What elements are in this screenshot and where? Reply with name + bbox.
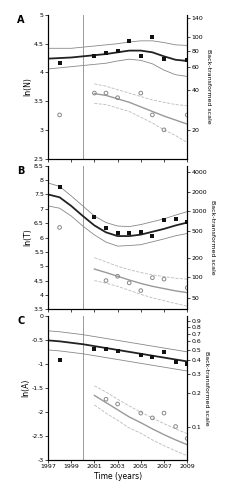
Point [174, 358, 178, 366]
Point [185, 111, 189, 119]
Point [139, 286, 143, 294]
Point [116, 229, 120, 237]
Point [116, 46, 120, 54]
Point [162, 126, 166, 134]
Point [185, 56, 189, 64]
Point [185, 434, 189, 442]
Point [139, 350, 143, 358]
Point [92, 89, 96, 97]
Text: B: B [17, 166, 25, 175]
Point [150, 414, 154, 422]
Point [116, 400, 120, 408]
Y-axis label: Back-transformed scale: Back-transformed scale [206, 50, 211, 124]
Point [104, 346, 108, 354]
Point [127, 37, 131, 45]
Point [139, 228, 143, 236]
Point [174, 422, 178, 430]
Point [58, 58, 61, 66]
Point [92, 213, 96, 221]
Point [185, 218, 189, 226]
Point [150, 353, 154, 361]
Point [162, 54, 166, 62]
Point [127, 279, 131, 287]
Point [127, 229, 131, 237]
Point [104, 276, 108, 284]
Point [116, 94, 120, 102]
Point [104, 49, 108, 57]
Point [174, 215, 178, 223]
Point [58, 111, 61, 119]
Y-axis label: ln(T): ln(T) [24, 228, 33, 246]
Point [162, 409, 166, 417]
Point [92, 52, 96, 60]
Point [104, 89, 108, 97]
Point [162, 216, 166, 224]
Y-axis label: Back-transformed scale: Back-transformed scale [204, 351, 209, 426]
Text: A: A [17, 15, 25, 25]
Point [139, 52, 143, 60]
Point [162, 275, 166, 283]
Point [116, 348, 120, 356]
Point [104, 395, 108, 403]
Y-axis label: ln(N): ln(N) [24, 78, 33, 96]
X-axis label: Time (years): Time (years) [94, 472, 142, 481]
Text: C: C [17, 316, 25, 326]
Point [139, 409, 143, 417]
Point [150, 274, 154, 281]
Y-axis label: Back-transformed scale: Back-transformed scale [210, 200, 215, 275]
Point [162, 348, 166, 356]
Point [58, 356, 61, 364]
Point [92, 346, 96, 354]
Point [185, 360, 189, 368]
Y-axis label: ln(A): ln(A) [21, 379, 30, 398]
Point [58, 184, 61, 192]
Point [185, 284, 189, 292]
Point [139, 89, 143, 97]
Point [150, 34, 154, 42]
Point [104, 224, 108, 232]
Point [116, 272, 120, 280]
Point [150, 111, 154, 119]
Point [150, 232, 154, 240]
Point [58, 224, 61, 232]
